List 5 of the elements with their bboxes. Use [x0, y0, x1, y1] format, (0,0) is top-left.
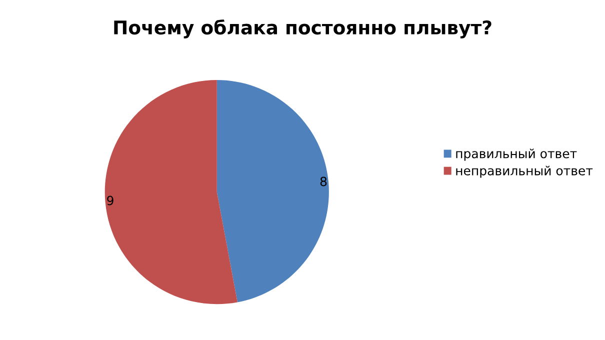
legend-label: неправильный ответ: [456, 166, 593, 178]
data-label: 9: [107, 196, 114, 206]
data-label: 8: [320, 176, 327, 186]
legend-label: правильный ответ: [456, 148, 577, 161]
chart-title: Почему облака постоянно плывут?: [114, 19, 492, 38]
